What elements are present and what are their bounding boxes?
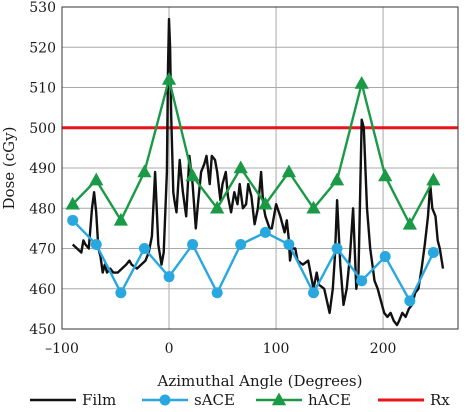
y-tick-label: 500 xyxy=(29,121,56,137)
sace-point xyxy=(163,271,175,283)
x-tick-label: 100 xyxy=(263,341,290,357)
x-tick-label: 200 xyxy=(370,341,397,357)
y-axis-title: Dose (cGy) xyxy=(0,127,18,210)
legend-item-sace: sACE xyxy=(142,391,235,409)
sace-point xyxy=(379,251,391,263)
x-tick-label: –100 xyxy=(45,341,79,357)
x-tick-label: 0 xyxy=(165,341,174,357)
hace-point xyxy=(281,164,297,178)
sace-point xyxy=(90,238,102,250)
x-axis-title: Azimuthal Angle (Degrees) xyxy=(157,372,363,390)
hace-point xyxy=(354,75,369,89)
y-tick-label: 510 xyxy=(29,81,56,97)
sace-point xyxy=(211,287,223,299)
tick-labels: 450 460 470 480 490 500 510 520 530 –100 0 100 200 xyxy=(29,0,396,357)
hace-point xyxy=(210,200,225,214)
film-line xyxy=(71,17,445,327)
plot-frame xyxy=(61,6,459,330)
hace-point xyxy=(233,160,248,174)
legend-label: Film xyxy=(82,391,116,409)
legend-item-hace: hACE xyxy=(256,391,351,409)
legend-item-film: Film xyxy=(30,391,116,409)
series-layer xyxy=(62,17,458,327)
legend-swatch-triangle xyxy=(271,392,287,406)
hace-point xyxy=(113,212,128,226)
legend: Film sACE hACE Rx xyxy=(30,391,450,409)
hace-point xyxy=(378,168,393,182)
hace-point xyxy=(306,200,321,214)
hace-point xyxy=(402,216,417,230)
y-tick-label: 530 xyxy=(29,0,56,16)
sace-point xyxy=(115,287,127,299)
y-tick-label: 490 xyxy=(29,161,56,177)
hace-point xyxy=(89,172,104,186)
sace-point xyxy=(331,243,343,254)
hace-point xyxy=(185,168,200,182)
sace-point xyxy=(404,295,416,307)
series-hace xyxy=(65,71,441,230)
legend-label: Rx xyxy=(430,391,450,409)
legend-item-rx: Rx xyxy=(378,391,450,409)
y-tick-label: 470 xyxy=(29,242,56,258)
y-tick-label: 520 xyxy=(29,40,56,56)
hace-point xyxy=(161,71,177,85)
sace-line xyxy=(71,219,435,302)
hace-point xyxy=(137,164,152,178)
sace-point xyxy=(259,226,271,238)
series-sace xyxy=(67,214,439,307)
hace-point xyxy=(329,172,345,186)
legend-label: sACE xyxy=(194,391,235,409)
hace-point xyxy=(65,196,80,210)
hace-line xyxy=(71,78,435,226)
hace-point xyxy=(258,196,273,210)
legend-label: hACE xyxy=(308,391,351,409)
sace-point xyxy=(283,238,295,250)
sace-point xyxy=(138,243,150,254)
y-tick-label: 460 xyxy=(29,282,56,298)
sace-point xyxy=(356,275,368,287)
y-tick-label: 480 xyxy=(29,201,56,217)
sace-point xyxy=(187,238,199,250)
sace-point xyxy=(308,287,320,299)
y-tick-label: 450 xyxy=(29,322,56,338)
sace-point xyxy=(235,238,247,250)
hace-point xyxy=(426,172,441,186)
sace-point xyxy=(67,214,79,226)
legend-swatch-circle xyxy=(159,394,171,406)
series-film xyxy=(71,17,445,327)
sace-point xyxy=(427,247,439,259)
